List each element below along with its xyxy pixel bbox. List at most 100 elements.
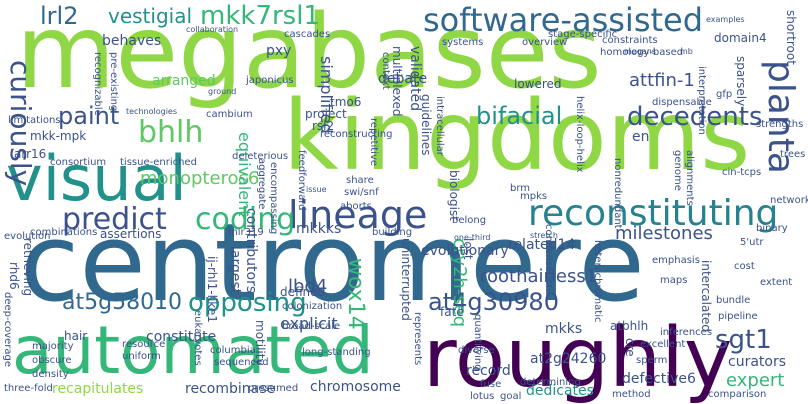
word-lineage: lineage [288,193,428,237]
word-reconstructing: reconstructing [320,129,393,140]
word-coding: coding [195,202,296,237]
word-mkk-mpk: mkk-mpk [30,129,87,143]
word-overview: overview [522,37,568,48]
word-combinations: combinations [30,227,98,238]
word-bundle: bundle [716,295,751,306]
word-obscure: obscure [32,355,72,366]
word-cascades: cascades [284,29,331,40]
word-cambium: cambium [206,109,253,120]
word-mpks: mpks [520,191,548,202]
word-mkkks: mkkks [296,221,342,237]
word-software-assisted: software-assisted [423,1,704,39]
word-bhlh: bhlh [138,115,204,150]
word-fuse: fuse [480,379,502,390]
word-5'utr: 5'utr [740,237,764,248]
word-aborts: aborts [340,201,372,212]
word-megans: megans [624,47,656,56]
word-ground: ground [208,87,237,96]
word-three-fold: three-fold [4,383,53,394]
word-uniform: uniform [122,351,161,362]
word-arranged: arranged [152,73,216,89]
word-mir319: mir319 [228,227,264,238]
word-stage-specific: stage-specific [548,29,618,40]
word-nonredundant: nonredundant [612,158,623,229]
word-debate: debate [378,71,428,87]
word-multiplexed: multiplexed [390,46,404,117]
word-roothairless1: roothairless1 [480,266,598,287]
word-chromosome: chromosome [310,379,401,395]
word-arr16: arr16 [14,147,47,161]
word-share: share [346,175,374,186]
word-consortium: consortium [50,157,107,168]
word-dedicates: dedicates [526,383,594,399]
word-cre: cre [623,338,637,357]
word-lbd4: lbd4 [288,276,328,297]
word-intercalated: intercalated [699,260,713,333]
word-rhd6: rhd6 [7,262,21,290]
word-ij-rhl1-like1: ij-rhl1-like1 [205,256,219,323]
word-reconstituting: reconstituting [528,193,779,234]
word-defective6: defective6 [622,371,696,387]
word-stretch: stretch [530,231,558,240]
word-hair: hair [64,329,88,343]
word-retrieving: retrieving [21,238,35,297]
word-opposing: opposing [188,288,307,318]
word-deleterious: deleterious [232,151,289,162]
word-atbhlh: atbhlh [610,319,649,333]
word-diverse: diverse [458,345,495,356]
word-bifacial: bifacial [476,102,563,130]
word-technologies: technologies [126,107,177,116]
word-limitations: limitations [8,115,61,126]
word-recapitulates: recapitulates [52,381,144,397]
word-kingdoms: kingdoms [283,80,751,192]
word-lowered: lowered [514,77,562,91]
word-building: building [372,227,413,238]
word-examples: examples [706,15,745,24]
word-pxy: pxy [266,43,292,59]
word-collaboration: collaboration [186,25,239,34]
word-lrl2: lrl2 [40,2,79,30]
word-pipeline: pipeline [718,311,758,322]
word-alignments: alignments [684,150,695,206]
word-lotus: lotus [470,391,495,402]
word-mkks: mkks [545,321,583,337]
word-gfp: gfp [716,89,733,100]
word-brm: brm [510,183,531,194]
word-cin-tcps: cin-tcps [722,167,762,178]
word-method: method [612,389,651,400]
word-one-third: one-third [454,233,491,242]
word-context: context [380,52,391,90]
word-represents: represents [412,312,423,366]
word-centromere: centromere [20,201,645,326]
word-at5g58010: at5g58010 [62,290,183,315]
word-dispensable: dispensable [652,97,712,108]
word-simplified: simplified [317,56,336,134]
word-related14: related14 [508,237,576,253]
word-biologist: biologist [447,170,461,221]
word-determining: determining [520,377,581,388]
word-rsl2: rsl2 [312,119,335,133]
word-majority: majority [32,341,74,352]
word-long-standing: long-standing [302,347,371,358]
word-equivalent: equivalent [235,132,254,217]
word-evolution: evolution [4,231,51,242]
word-fate: fate [440,305,464,319]
word-mkk7rsl1: mkk7rsl1 [200,1,320,31]
word-genome: genome [672,150,683,191]
word-columbia: columbia [210,345,256,356]
word-deep-coverage: deep-coverage [2,292,13,368]
word-resource: resource [122,339,166,350]
word-domain4: domain4 [714,31,767,45]
word-planta: planta [760,60,801,174]
word-presumed: presumed [248,383,299,394]
word-expert: expert [726,370,785,391]
word-attfin-1: attfin-1 [629,70,695,91]
word-recombinase: recombinase [185,381,276,397]
word-repetitive: repetitive [368,118,379,167]
word-paint: paint [58,102,120,130]
word-binary: binary [756,223,788,234]
word-vestigial: vestigial [108,4,193,28]
word-feedforward: feedforward [296,150,307,211]
word-curiously: curiously [4,60,37,187]
word-record: record [466,363,511,379]
